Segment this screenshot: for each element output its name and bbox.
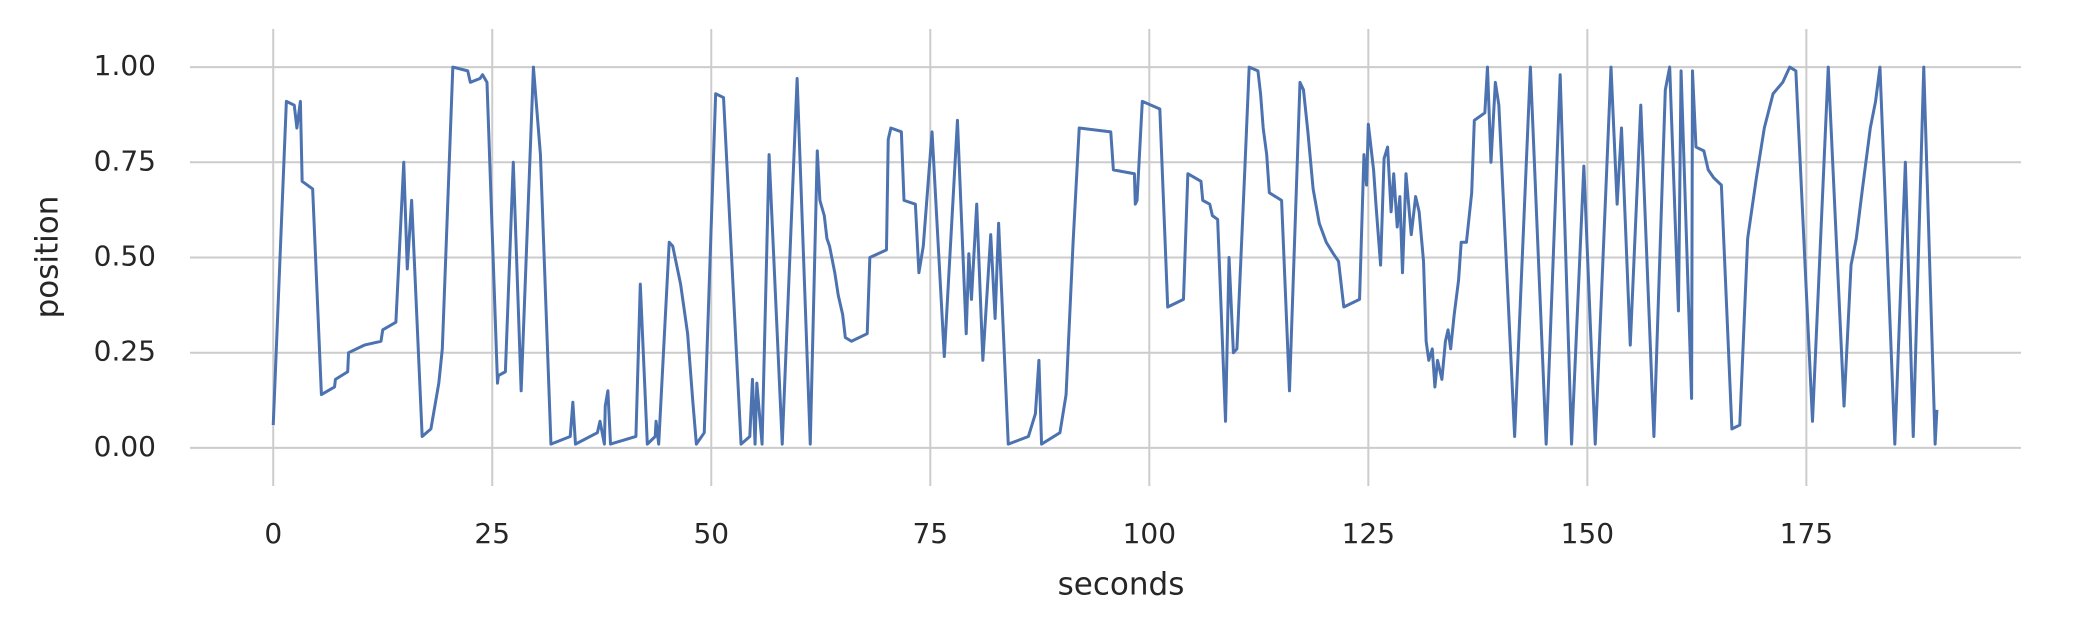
y-axis-label: position: [30, 196, 66, 319]
x-tick-label: 150: [1561, 517, 1614, 550]
y-tick-label: 0.00: [94, 430, 156, 463]
x-axis-label: seconds: [1058, 567, 1185, 603]
x-tick-label: 100: [1123, 517, 1176, 550]
y-tick-label: 0.75: [94, 144, 156, 177]
data-line: [271, 65, 1939, 446]
x-tick-label: 50: [693, 517, 729, 550]
x-tick-label: 175: [1780, 517, 1833, 550]
x-tick-label: 25: [474, 517, 510, 550]
x-tick-label: 125: [1342, 517, 1395, 550]
x-tick-label: 0: [264, 517, 282, 550]
y-tick-label: 0.25: [94, 335, 156, 368]
y-tick-label: 1.00: [94, 49, 156, 82]
y-tick-label: 0.50: [94, 240, 156, 273]
x-tick-label: 75: [912, 517, 948, 550]
